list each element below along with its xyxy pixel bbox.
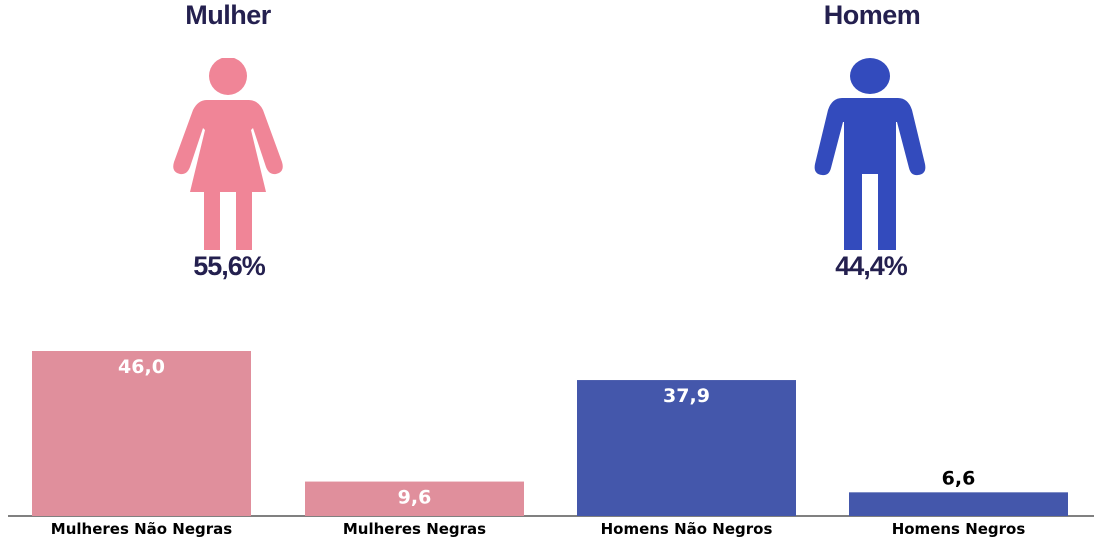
bar-value-label: 46,0 — [118, 356, 165, 378]
bar — [32, 351, 251, 516]
bar-value-label: 37,9 — [663, 385, 710, 407]
bar-value-label: 9,6 — [398, 487, 432, 509]
female-percent: 55,6% — [193, 251, 266, 281]
x-tick-label: Homens Não Negros — [601, 520, 773, 538]
bar — [305, 481, 524, 516]
female-title: Mulher — [185, 0, 271, 30]
woman-icon — [173, 58, 283, 250]
bar — [849, 492, 1068, 516]
male-title: Homem — [823, 0, 921, 30]
bar-value-label: 6,6 — [942, 467, 976, 489]
male-percent: 44,4% — [835, 251, 908, 281]
x-tick-label: Homens Negros — [892, 520, 1026, 538]
bar — [577, 380, 796, 516]
x-tick-label: Mulheres Negras — [343, 520, 486, 538]
x-tick-label: Mulheres Não Negras — [51, 520, 233, 538]
man-icon — [814, 58, 926, 250]
